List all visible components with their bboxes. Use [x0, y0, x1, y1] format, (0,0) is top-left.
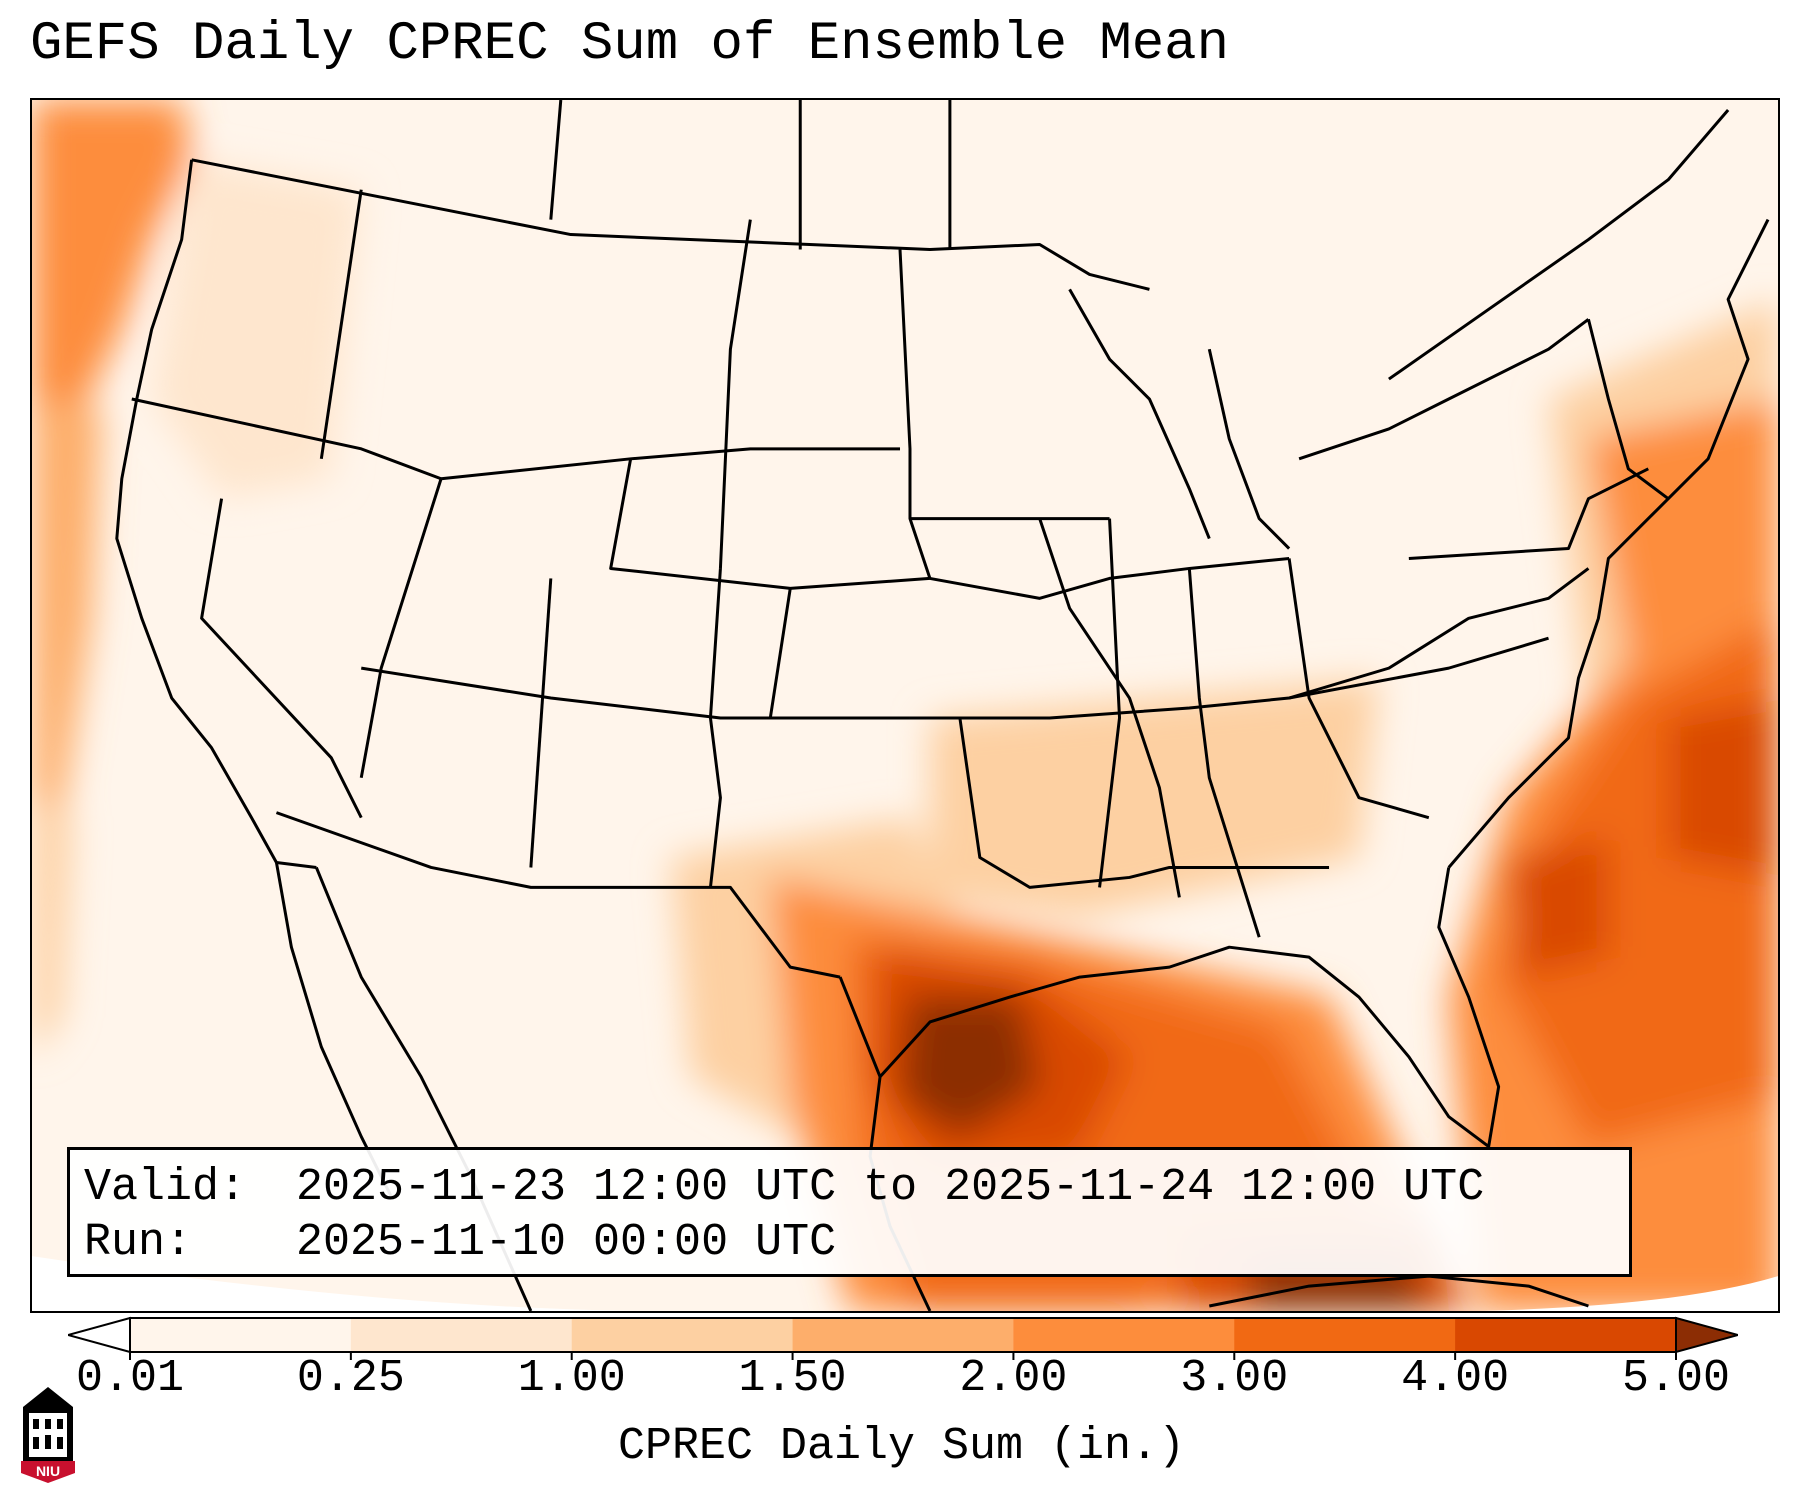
colorbar-segment — [792, 1318, 1014, 1352]
state-line-23 — [1287, 558, 1430, 820]
precip-pacific-nw — [32, 100, 192, 479]
state-line-25 — [1408, 467, 1649, 560]
colorbar-segment — [571, 1318, 794, 1352]
state-line-3 — [200, 498, 363, 819]
precipitation-map — [30, 98, 1780, 1313]
colorbar-segment — [1455, 1318, 1677, 1352]
map-domain-edge-right — [1478, 1276, 1778, 1311]
state-line-20 — [1038, 518, 1181, 898]
state-line-27 — [1068, 288, 1211, 540]
state-line-4 — [359, 478, 443, 779]
colorbar-segment — [350, 1318, 573, 1352]
colorbar-tick-label: 5.00 — [1621, 1353, 1731, 1404]
valid-value: 2025-11-23 12:00 UTC to 2025-11-24 12:00… — [296, 1162, 1485, 1213]
state-line-28 — [1207, 348, 1291, 550]
chart-title: GEFS Daily CPREC Sum of Ensemble Mean — [30, 14, 1229, 75]
colorbar-tick-label: 0.25 — [296, 1353, 405, 1404]
state-line-21 — [1098, 518, 1122, 888]
state-line-19 — [958, 717, 1330, 889]
niu-logo-icon: NIU — [21, 1387, 75, 1483]
run-row: Run: 2025-11-10 00:00 UTC — [84, 1215, 1615, 1270]
colorbar-tick-label: 2.00 — [959, 1353, 1068, 1404]
run-value: 2025-11-10 00:00 UTC — [296, 1217, 837, 1268]
colorbar-tick-label: 0.01 — [75, 1353, 185, 1404]
colorbar-over-arrow — [1675, 1316, 1738, 1354]
state-line-2 — [319, 189, 363, 460]
state-line-7 — [440, 447, 901, 481]
state-line-8 — [609, 458, 931, 590]
run-label: Run: — [84, 1217, 193, 1268]
map-domain-edge-left — [32, 1256, 731, 1311]
colorbar-tick-label: 4.00 — [1401, 1353, 1510, 1404]
precip-pacific-light — [32, 797, 72, 1057]
state-line-6 — [529, 578, 553, 868]
colorbar-tick-label: 1.50 — [738, 1353, 847, 1404]
us-west-coast — [115, 159, 317, 869]
colorbar-segment — [1013, 1318, 1235, 1352]
us-mexico-border — [275, 811, 841, 979]
state-boundaries — [115, 100, 1770, 1311]
colorbar-tick-label: 3.00 — [1180, 1353, 1289, 1404]
colorbar-border — [129, 1317, 1677, 1353]
precip-atlantic-core — [1668, 698, 1778, 878]
canada-east-coast — [1388, 108, 1730, 381]
precip-texas-max — [900, 997, 1040, 1137]
niu-logo-text: NIU — [36, 1463, 60, 1479]
precip-atlantic-core-south — [1508, 837, 1609, 978]
state-line-29 — [1586, 318, 1670, 500]
colorbar-ticks: 0.01 0.25 1.00 1.50 2.00 3.00 4.00 5.00 — [0, 1356, 1803, 1416]
state-line-5 — [361, 666, 910, 720]
colorbar-segment — [130, 1318, 352, 1352]
colorbar-canvas — [68, 1316, 1738, 1360]
niu-logo: NIU — [19, 1385, 77, 1483]
state-line-24 — [1288, 567, 1590, 700]
valid-label: Valid: — [84, 1162, 247, 1213]
colorbar-label: CPREC Daily Sum (in.) — [617, 1421, 1186, 1472]
colorbar — [68, 1310, 1738, 1360]
atlantic-coast — [1447, 218, 1770, 869]
colorbar-segment — [1234, 1318, 1456, 1352]
state-line-18 — [909, 636, 1549, 720]
precip-southeast-light — [929, 678, 1379, 918]
state-line-1 — [131, 397, 442, 481]
state-line-9 — [718, 219, 752, 569]
state-line-14 — [708, 568, 722, 888]
state-line-17 — [929, 556, 1290, 600]
us-canada-border — [191, 158, 1150, 291]
state-line-10 — [549, 100, 563, 220]
state-line-13 — [898, 249, 932, 579]
state-line-15 — [768, 588, 792, 719]
state-line-26 — [1298, 318, 1590, 461]
map-canvas — [32, 100, 1778, 1311]
precip-pacific-offshore — [32, 399, 102, 858]
info-box: Valid: 2025-11-23 12:00 UTC to 2025-11-24… — [67, 1147, 1632, 1277]
colorbar-under-arrow — [68, 1316, 131, 1354]
gulf-coast — [838, 867, 1501, 1149]
state-line-22 — [1187, 568, 1261, 938]
valid-row: Valid: 2025-11-23 12:00 UTC to 2025-11-24… — [84, 1160, 1615, 1215]
colorbar-tick-label: 1.00 — [517, 1353, 626, 1404]
